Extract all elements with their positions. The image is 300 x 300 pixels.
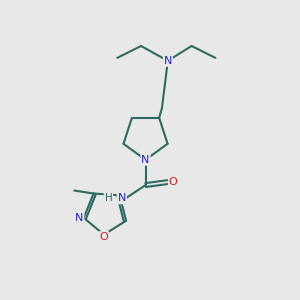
Text: N: N [141,155,150,165]
Text: N: N [164,56,172,66]
Text: N: N [118,194,126,203]
Text: H: H [104,193,112,202]
Text: O: O [100,232,108,242]
Text: N: N [75,213,83,223]
Text: O: O [169,177,178,187]
